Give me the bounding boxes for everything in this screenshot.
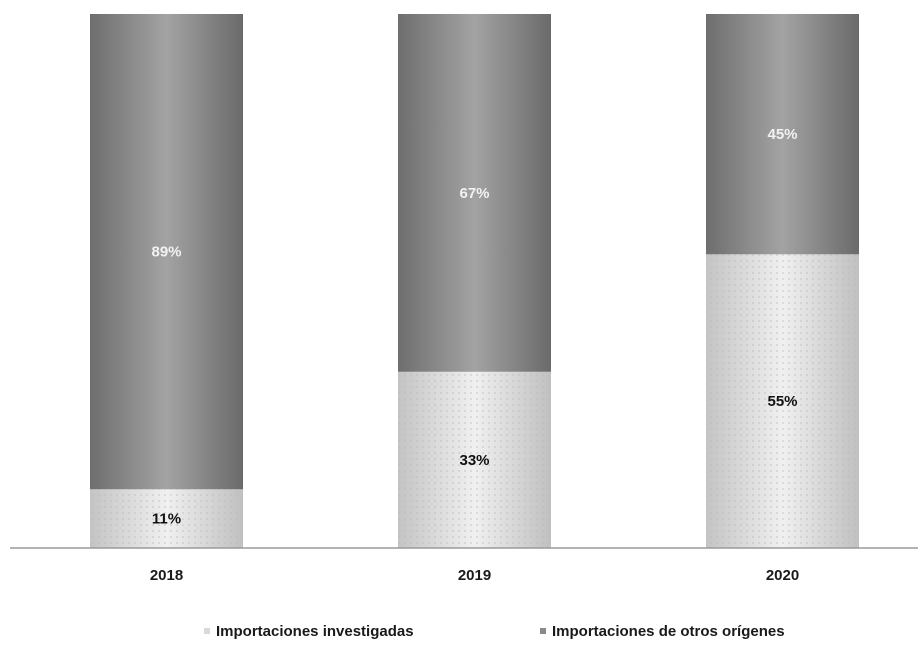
legend-label-investigadas: Importaciones investigadas [216,623,414,640]
bar-texture [90,489,243,548]
bar-texture [706,254,859,549]
bar-texture [398,371,551,548]
legend-swatch-otros [540,628,546,634]
x-tick-labels: 2018 2019 2020 [150,567,799,584]
x-tick-2020: 2020 [766,567,799,584]
bars-group: 11% 89% 33% 67% 55% 45% [90,14,859,549]
data-label-investigadas-2018: 11% [152,511,181,528]
data-label-otros-2018: 89% [151,244,181,261]
data-label-otros-2019: 67% [459,185,489,202]
x-tick-2019: 2019 [458,567,491,584]
data-label-otros-2020: 45% [767,126,797,143]
x-tick-2018: 2018 [150,567,183,584]
legend-swatch-investigadas [204,628,210,634]
bar-otros-2019 [398,14,551,372]
legend-label-otros: Importaciones de otros orígenes [552,623,785,640]
data-label-investigadas-2020: 55% [767,393,797,410]
data-label-investigadas-2019: 33% [459,452,489,469]
bar-otros-2020 [706,14,859,255]
bar-otros-2018 [90,14,243,490]
legend: Importaciones investigadas Importaciones … [204,623,785,640]
